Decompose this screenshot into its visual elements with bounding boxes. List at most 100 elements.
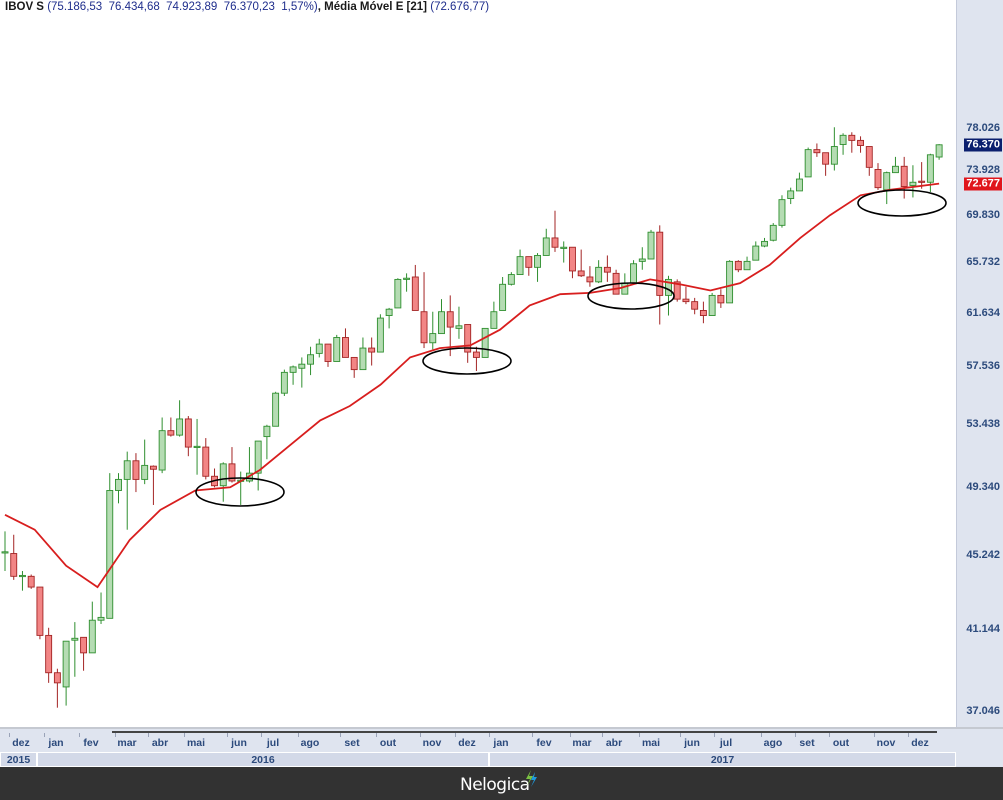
candle-up [935,144,943,160]
candle-body [935,144,943,158]
candle-body [717,294,725,304]
candle-up [534,253,541,282]
candlestick-chart[interactable] [0,0,956,727]
candle-down [699,301,707,324]
candle-body [350,356,358,371]
candle-body [795,178,803,192]
candle-up [542,228,550,256]
candle-up [726,260,734,304]
candle-body [708,294,716,316]
candle-body [839,134,847,145]
candle-body [804,149,812,178]
candle-body [516,256,524,276]
candle-up [647,229,655,260]
candle-up [804,147,812,178]
price-tick-label: 61.634 [966,306,1000,319]
candle-up [176,400,184,437]
candle-body [577,270,585,277]
candle-down [411,264,419,311]
candle-up [909,165,917,198]
candle-body [734,260,742,271]
candle-up [254,440,262,491]
candle-up [158,417,166,474]
candle-down [167,417,175,437]
candle-body [88,619,96,654]
candle-up [490,301,498,329]
month-label: mai [641,737,661,749]
candle-down [27,574,35,589]
candle-down [734,260,742,273]
candle-up [438,299,445,335]
candle-body [499,283,507,311]
candle-up [115,473,122,504]
price-tick-label: 49.340 [966,480,1000,493]
candle-down [656,225,664,325]
price-tick-label: 45.242 [966,548,1000,561]
candle-body [359,347,367,371]
logo-bolt-icon [526,770,537,787]
candle-up [778,195,786,228]
time-axis[interactable]: dez jan fev mar abr mai jun jul ago set out nov dez j… [0,727,1003,769]
candle-up [272,391,280,427]
month-tick [639,733,640,737]
candle-body [726,260,734,304]
candle-body [472,351,480,358]
low-value: 74.923,89 [166,1,218,13]
candle-up [507,272,515,286]
month-label: jan [493,737,509,749]
candle-body [123,460,131,480]
candle-down [132,453,140,493]
candle-down [211,468,218,488]
month-label: jul [266,737,280,749]
month-tick [532,733,533,737]
candle-up [787,187,795,205]
candle-up [883,171,891,205]
candle-up [298,357,306,388]
candle-body [464,324,472,353]
scroll-bar[interactable] [112,731,937,733]
candle-body [743,260,751,271]
candle-body [560,246,568,249]
candle-body [141,464,149,480]
candle-body [71,637,79,641]
price-tick-label: 69.830 [966,208,1000,221]
candle-body [184,418,192,448]
candle-body [202,446,210,477]
candle-down [420,272,428,349]
candle-down [691,297,699,315]
indicator-label: Média Móvel E [21] [324,1,428,13]
month-label: abr [605,737,623,749]
month-label: ago [300,737,320,749]
candle-body [219,463,227,487]
month-label: jun [684,737,700,749]
candle-body [167,430,175,436]
month-tick [908,733,909,737]
candle-body [10,553,18,577]
price-tick-label: 57.536 [966,360,1000,373]
candle-body [752,245,760,261]
annotations-layer [195,189,947,507]
year-label: 2017 [489,752,956,767]
candle-down [149,465,157,505]
candle-body [307,354,314,365]
candle-up [481,327,489,358]
candle-up [403,273,411,292]
candle-body [333,337,341,362]
candle-body [874,169,882,189]
candle-body [595,266,603,283]
candle-body [865,146,873,168]
candle-body [97,616,105,621]
candle-up [315,338,323,358]
month-tick [9,733,10,737]
candle-body [115,478,122,491]
candle-body [630,263,638,284]
ma-value-badge: 72.677 [964,177,1002,191]
candle-body [36,586,44,636]
candle-up [88,601,96,654]
candle-down [586,266,594,287]
change-value: 1,57% [281,1,314,13]
price-axis[interactable]: 78.026 73.928 69.830 65.732 61.634 57.536 53.4… [956,0,1003,727]
month-label: dez [911,737,929,749]
candle-up [839,133,847,155]
candle-up [333,334,341,362]
